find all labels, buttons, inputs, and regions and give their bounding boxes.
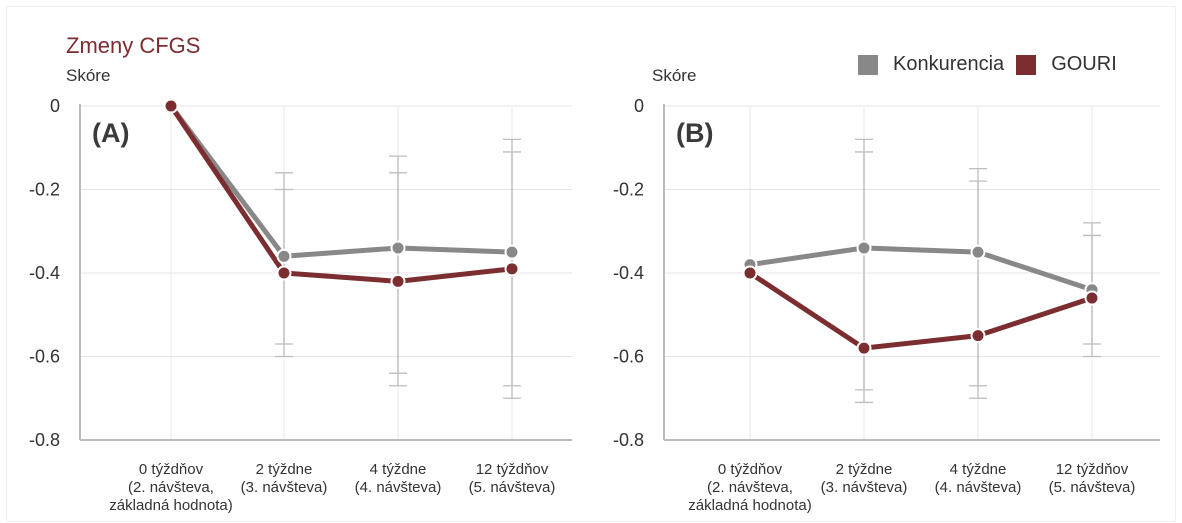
panel-b-ytick-label-2: -0.4 <box>613 263 644 283</box>
panel-b-x-category-0-line-2: základná hodnota) <box>688 497 811 514</box>
panel-a-point-gouri-1 <box>276 265 292 281</box>
panel-b-x-category-2-line-0: 4 týždne <box>950 461 1007 478</box>
panel-a-point-gouri-2 <box>390 273 406 289</box>
panel-b-y-axis-label: Skóre <box>652 66 697 85</box>
panel-b-x-category-1-line-1: (3. návšteva) <box>821 479 908 496</box>
panel-a-point-konkurencia-2 <box>390 240 406 256</box>
legend-swatch-gouri <box>1016 54 1037 75</box>
panel-b-point-gouri-2 <box>970 328 986 344</box>
panel-a-point-gouri-3 <box>504 261 520 277</box>
figure-frame <box>6 6 1176 522</box>
panel-b-x-category-1: 2 týždne (3. návšteva) <box>821 461 908 496</box>
panel-a-ytick-label-2: -0.4 <box>29 263 60 283</box>
panel-a-x-category-2-line-1: (4. návšteva) <box>355 479 442 496</box>
panel-b-x-category-0-line-0: 0 týždňov <box>718 461 783 478</box>
panel-b-x-category-3-line-1: (5. návšteva) <box>1049 479 1136 496</box>
panel-a-x-category-1-line-0: 2 týždne <box>256 461 313 478</box>
panel-b-x-category-0: 0 týždňov (2. návšteva, základná hodnota) <box>688 461 811 514</box>
panel-a-x-category-3: 12 týždňov (5. návšteva) <box>469 461 556 496</box>
panel-b-ytick-label-1: -0.2 <box>613 180 644 200</box>
panel-a-ytick-label-0: 0 <box>50 96 60 116</box>
panel-b-x-category-2-line-1: (4. návšteva) <box>935 479 1022 496</box>
panel-b-x-category-2: 4 týždne (4. návšteva) <box>935 461 1022 496</box>
legend-item-konkurencia: Konkurencia <box>858 53 1004 76</box>
panel-b-ytick-label-0: 0 <box>634 96 644 116</box>
panel-b-point-gouri-0 <box>742 265 758 281</box>
panel-b-series-line-gouri <box>747 270 1095 351</box>
legend-label-gouri: GOURI <box>1051 53 1117 75</box>
panel-a-ytick-label-1: -0.2 <box>29 180 60 200</box>
panel-a-label: (A) <box>92 118 129 148</box>
panel-a-ytick-label-4: -0.8 <box>29 430 60 450</box>
panel-a-x-category-0-line-2: základná hodnota) <box>109 497 232 514</box>
panel-b-point-gouri-1 <box>856 340 872 356</box>
panel-a-x-category-0-line-0: 0 týždňov <box>139 461 204 478</box>
panel-b-x-category-1-line-0: 2 týždne <box>836 461 893 478</box>
panel-a-y-axis-label: Skóre <box>66 66 111 85</box>
figure-title: Zmeny CFGS <box>66 33 201 58</box>
panel-b-point-konkurencia-2 <box>970 244 986 260</box>
panel-a-point-gouri-0 <box>163 98 179 114</box>
legend-swatch-konkurencia <box>858 54 878 75</box>
panel-b-series-line-konkurencia <box>747 245 1095 293</box>
panel-a-point-konkurencia-3 <box>504 244 520 260</box>
panel-a-x-category-3-line-1: (5. návšteva) <box>469 479 556 496</box>
panel-b-point-konkurencia-1 <box>856 240 872 256</box>
panel-a-point-konkurencia-1 <box>276 248 292 264</box>
panel-a-ytick-label-3: -0.6 <box>29 347 60 367</box>
panel-a-series-line-konkurencia <box>168 103 515 259</box>
panel-a-x-category-2: 4 týždne (4. návšteva) <box>355 461 442 496</box>
legend-item-gouri: GOURI <box>1016 53 1117 76</box>
panel-b-label: (B) <box>676 118 713 148</box>
panel-a-x-category-1: 2 týždne (3. návšteva) <box>241 461 328 496</box>
panel-b-ytick-label-4: -0.8 <box>613 430 644 450</box>
panel-a-series-line-gouri <box>168 103 515 284</box>
panel-a-x-category-0: 0 týždňov (2. návšteva, základná hodnota) <box>109 461 232 514</box>
panel-a-x-category-2-line-0: 4 týždne <box>370 461 427 478</box>
panel-b-point-gouri-3 <box>1084 290 1100 306</box>
panel-b-x-category-3-line-0: 12 týždňov <box>1056 461 1129 478</box>
legend: Konkurencia GOURI <box>858 53 1129 76</box>
panel-b-x-category-0-line-1: (2. návšteva, <box>707 479 793 496</box>
panel-a-x-category-3-line-0: 12 týždňov <box>476 461 549 478</box>
panel-a-x-category-1-line-1: (3. návšteva) <box>241 479 328 496</box>
legend-label-konkurencia: Konkurencia <box>893 53 1005 75</box>
panel-b-ytick-label-3: -0.6 <box>613 347 644 367</box>
panel-b-x-category-3: 12 týždňov (5. návšteva) <box>1049 461 1136 496</box>
panel-a-x-category-0-line-1: (2. návšteva, <box>128 479 214 496</box>
